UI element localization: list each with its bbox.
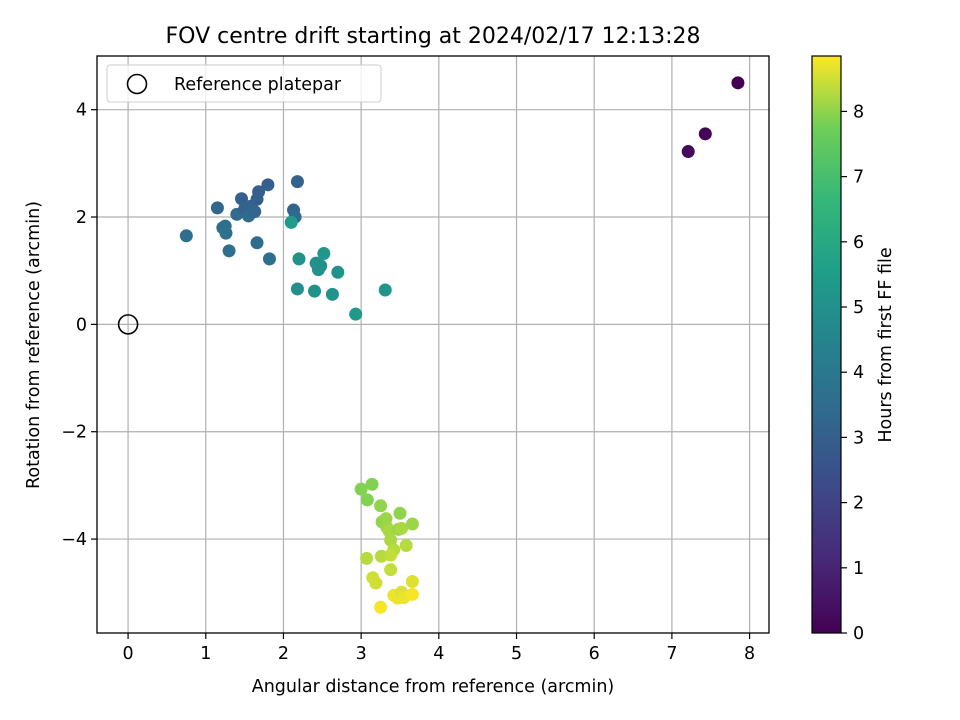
data-point bbox=[374, 499, 388, 513]
data-point bbox=[262, 252, 276, 266]
colorbar-ticks: 0 1 2 3 4 5 6 7 8 bbox=[841, 102, 864, 644]
x-tick-label: 4 bbox=[433, 644, 444, 664]
x-tick-label: 6 bbox=[589, 644, 600, 664]
data-point bbox=[250, 236, 264, 250]
colorbar-label: Hours from first FF file bbox=[876, 247, 896, 442]
data-point bbox=[374, 600, 388, 614]
data-point bbox=[325, 287, 339, 301]
colorbar-tick-label: 4 bbox=[853, 363, 864, 383]
y-tick-label: −4 bbox=[61, 530, 87, 550]
data-point bbox=[222, 244, 236, 258]
x-tick-label: 8 bbox=[744, 644, 755, 664]
data-point bbox=[681, 145, 695, 159]
legend-label-reference: Reference platepar bbox=[174, 75, 342, 95]
x-tick-label: 5 bbox=[511, 644, 522, 664]
data-point bbox=[292, 252, 306, 266]
data-point bbox=[698, 127, 712, 141]
data-point bbox=[405, 574, 419, 588]
data-point bbox=[399, 539, 413, 553]
data-point bbox=[317, 247, 331, 261]
x-tick-label: 3 bbox=[356, 644, 367, 664]
legend-marker-reference bbox=[126, 73, 148, 95]
legend-box bbox=[106, 64, 382, 103]
data-point bbox=[393, 506, 407, 520]
data-point bbox=[179, 229, 193, 243]
data-point bbox=[261, 178, 275, 192]
reference-marker bbox=[117, 314, 139, 335]
x-tick-label: 1 bbox=[200, 644, 211, 664]
chart-title: FOV centre drift starting at 2024/02/17 … bbox=[166, 24, 701, 49]
data-point bbox=[290, 282, 304, 296]
data-point bbox=[369, 576, 383, 590]
colorbar-tick-label: 3 bbox=[853, 428, 864, 448]
data-point bbox=[308, 284, 322, 298]
x-tick-label: 2 bbox=[278, 644, 289, 664]
data-point bbox=[210, 201, 224, 215]
data-point bbox=[349, 307, 363, 321]
data-point bbox=[314, 259, 328, 273]
x-tick-label: 7 bbox=[666, 644, 677, 664]
data-point bbox=[354, 482, 368, 496]
legend: Reference platepar bbox=[106, 64, 382, 103]
y-tick-label: 4 bbox=[76, 101, 87, 121]
data-point bbox=[378, 283, 392, 297]
data-point bbox=[284, 215, 298, 229]
x-tick-label: 0 bbox=[123, 644, 134, 664]
colorbar-tick-label: 6 bbox=[853, 233, 864, 253]
colorbar-gradient bbox=[811, 55, 842, 634]
data-points bbox=[179, 76, 745, 614]
data-point bbox=[360, 551, 374, 565]
data-point bbox=[384, 548, 398, 562]
y-tick-label: 2 bbox=[76, 208, 87, 228]
plot-frame bbox=[96, 55, 770, 634]
data-point bbox=[395, 521, 409, 535]
y-tick-label: 0 bbox=[76, 315, 87, 335]
data-point bbox=[248, 205, 262, 219]
grid bbox=[97, 56, 769, 633]
data-point bbox=[219, 226, 233, 240]
data-point bbox=[405, 587, 419, 601]
y-axis-ticks: −4 −2 0 2 4 bbox=[61, 101, 97, 550]
x-axis-label: Angular distance from reference (arcmin) bbox=[252, 677, 615, 697]
data-point bbox=[360, 493, 374, 507]
y-axis-label: Rotation from reference (arcmin) bbox=[24, 201, 44, 489]
colorbar-tick-label: 0 bbox=[853, 624, 864, 644]
colorbar-tick-label: 8 bbox=[853, 102, 864, 122]
data-point bbox=[731, 76, 745, 90]
x-axis-ticks: 0 1 2 3 4 5 6 7 8 bbox=[123, 633, 755, 664]
colorbar-tick-label: 1 bbox=[853, 559, 864, 579]
colorbar-tick-label: 2 bbox=[853, 494, 864, 514]
colorbar-tick-label: 5 bbox=[853, 298, 864, 318]
data-point bbox=[252, 185, 266, 199]
y-tick-label: −2 bbox=[61, 423, 87, 443]
colorbar: 0 1 2 3 4 5 6 7 8 Hours from first FF file bbox=[811, 55, 896, 644]
data-point bbox=[405, 517, 419, 531]
data-point bbox=[331, 265, 345, 279]
data-point bbox=[290, 175, 304, 189]
data-point bbox=[365, 477, 379, 491]
data-point bbox=[234, 192, 248, 206]
data-point bbox=[384, 563, 398, 577]
colorbar-tick-label: 7 bbox=[853, 168, 864, 188]
